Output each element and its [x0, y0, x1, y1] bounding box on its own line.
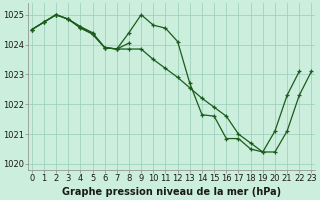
- X-axis label: Graphe pression niveau de la mer (hPa): Graphe pression niveau de la mer (hPa): [62, 187, 281, 197]
